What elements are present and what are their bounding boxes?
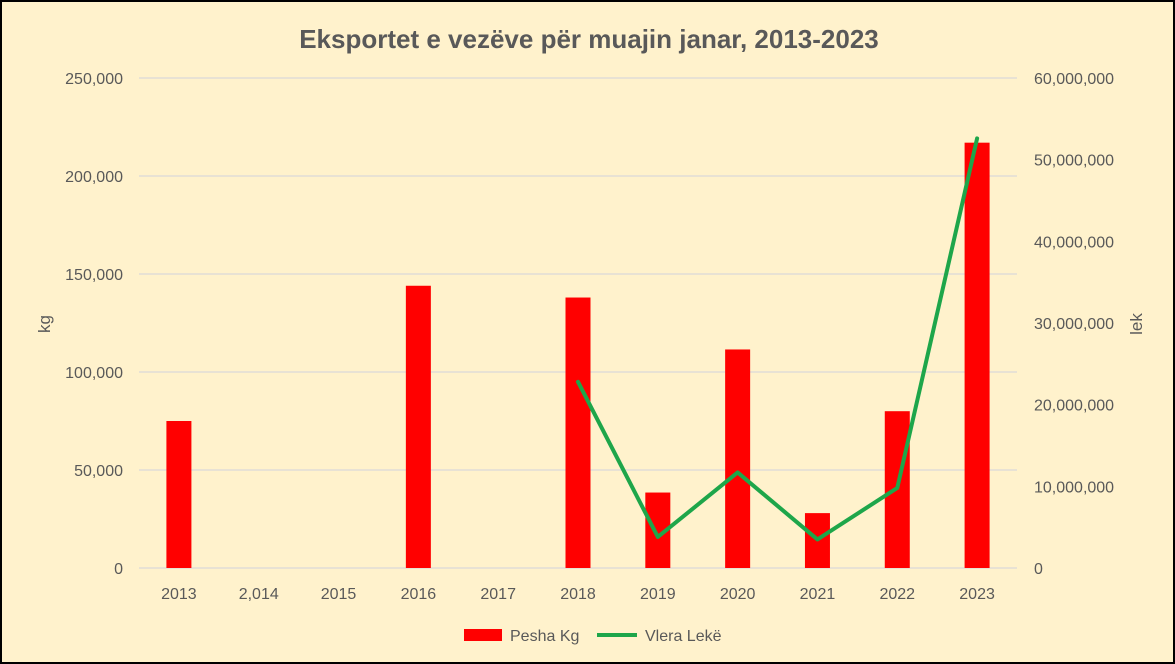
- right-tick-label: 0: [1034, 561, 1043, 578]
- series-line: [576, 136, 980, 542]
- x-tick-label: 2016: [401, 586, 437, 603]
- left-tick-label: 250,000: [65, 71, 123, 88]
- bar: [565, 297, 591, 568]
- bar-series: [166, 142, 990, 568]
- bar: [964, 142, 990, 568]
- right-axis-ticks: 0 10,000,000 20,000,000 30,000,000 40,000,00…: [1034, 71, 1114, 578]
- x-tick-label: 2013: [161, 586, 197, 603]
- right-tick-label: 40,000,000: [1034, 234, 1114, 251]
- right-axis-title: lek: [1127, 313, 1146, 335]
- x-tick-label: 2018: [560, 586, 596, 603]
- legend-label: Vlera Lekë: [645, 628, 722, 645]
- left-tick-label: 0: [114, 561, 123, 578]
- bar: [166, 421, 192, 568]
- x-tick-label: 2,014: [239, 586, 279, 603]
- x-tick-label: 2019: [640, 586, 676, 603]
- right-tick-label: 20,000,000: [1034, 398, 1114, 415]
- right-tick-label: 30,000,000: [1034, 316, 1114, 333]
- x-tick-label: 2020: [720, 586, 756, 603]
- x-tick-label: 2015: [321, 586, 357, 603]
- left-tick-label: 200,000: [65, 169, 123, 186]
- left-tick-label: 150,000: [65, 267, 123, 284]
- chart-title: Eksportet e vezëve për muajin janar, 201…: [299, 24, 879, 54]
- right-tick-label: 10,000,000: [1034, 479, 1114, 496]
- left-axis-ticks: 0 50,000 100,000 150,000 200,000 250,000: [65, 71, 123, 578]
- left-tick-label: 100,000: [65, 365, 123, 382]
- bar: [405, 285, 431, 568]
- x-tick-label: 2021: [800, 586, 836, 603]
- legend-label: Pesha Kg: [510, 628, 579, 645]
- left-axis-title: kg: [35, 315, 54, 333]
- x-tick-label: 2017: [480, 586, 516, 603]
- line-series: [576, 136, 980, 542]
- x-axis-ticks: 2013 2,014 2015 2016 2017 2018 2019 2020 2021 202…: [161, 586, 995, 603]
- right-tick-label: 60,000,000: [1034, 71, 1114, 88]
- legend: Pesha Kg Vlera Lekë: [464, 628, 722, 645]
- left-tick-label: 50,000: [74, 463, 123, 480]
- bar: [725, 349, 751, 568]
- legend-swatch-bar: [464, 629, 502, 641]
- x-tick-label: 2023: [959, 586, 995, 603]
- right-tick-label: 50,000,000: [1034, 153, 1114, 170]
- x-tick-label: 2022: [879, 586, 915, 603]
